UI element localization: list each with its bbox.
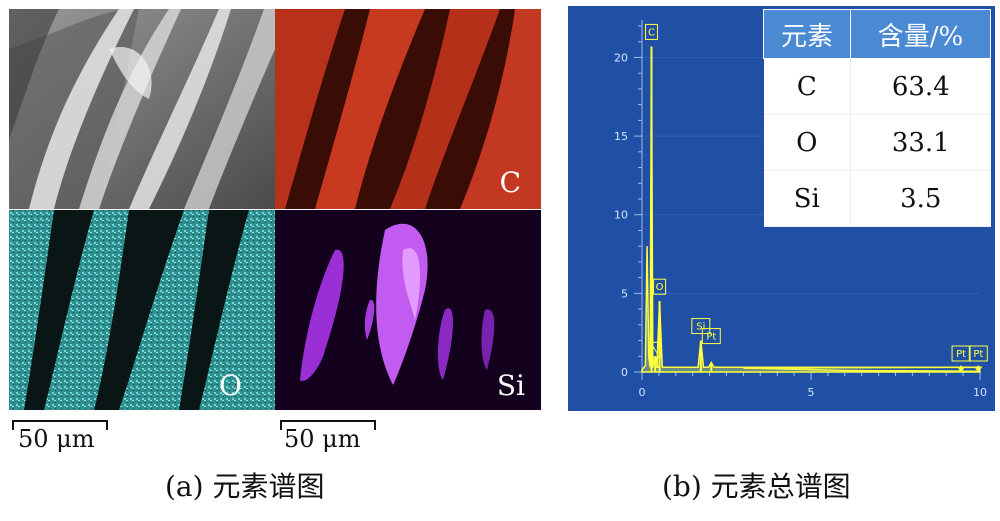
x-tick-label: 10: [973, 386, 987, 399]
peak-tag-box: [701, 328, 721, 345]
x-tick-label: 5: [808, 386, 815, 399]
cell-element: Si: [763, 170, 851, 227]
peak-label: C: [648, 27, 655, 38]
carbon-label: C: [499, 166, 521, 199]
cell-content: 33.1: [850, 114, 991, 171]
scale-bar-left-label: 50 μm: [18, 425, 95, 453]
peak-label: Pt: [956, 349, 966, 360]
peak-label: Pt: [973, 349, 983, 360]
header-element: 元素: [762, 9, 852, 59]
silicon-map: Si: [275, 210, 541, 410]
peak-tag-box: [691, 318, 711, 335]
sem-image: [9, 9, 275, 209]
caption-a: (a) 元素谱图: [165, 470, 325, 503]
carbon-map: C: [275, 9, 541, 209]
cell-content: 3.5: [850, 170, 991, 227]
cell-content: 63.4: [850, 58, 991, 115]
peak-label: Si: [696, 322, 705, 333]
peak-tag-box: [653, 278, 667, 295]
header-content: 含量/%: [850, 9, 991, 59]
x-tick-label: 0: [639, 386, 646, 399]
table-row: C 63.4: [763, 58, 991, 115]
y-tick-label: 20: [614, 51, 628, 64]
scale-bar-right: [280, 420, 376, 430]
table-row: Si 3.5: [763, 170, 991, 227]
y-tick-label: 15: [614, 130, 628, 143]
peak-label: Pt: [706, 332, 716, 343]
cell-element: O: [763, 114, 851, 171]
scale-bar-right-label: 50 μm: [284, 425, 361, 453]
peak-tag-box: [951, 345, 971, 362]
y-tick-label: 10: [614, 209, 628, 222]
y-tick-label: 0: [621, 366, 628, 379]
composition-table: 元素 含量/% C 63.4 O 33.1 Si 3.5: [762, 9, 991, 227]
table-row: O 33.1: [763, 114, 991, 171]
scale-bar-left: [12, 420, 108, 430]
peak-label: N: [651, 345, 658, 356]
peak-label: O: [656, 282, 664, 293]
cell-element: C: [763, 58, 851, 115]
peak-tag-box: [648, 341, 662, 358]
y-tick-label: 5: [621, 287, 628, 300]
peak-tag-box: [644, 23, 658, 40]
oxygen-map: O: [9, 210, 275, 410]
peak-tag-box: [968, 345, 988, 362]
silicon-label: Si: [496, 369, 525, 402]
caption-b: (b) 元素总谱图: [662, 470, 851, 503]
oxygen-label: O: [219, 369, 242, 402]
